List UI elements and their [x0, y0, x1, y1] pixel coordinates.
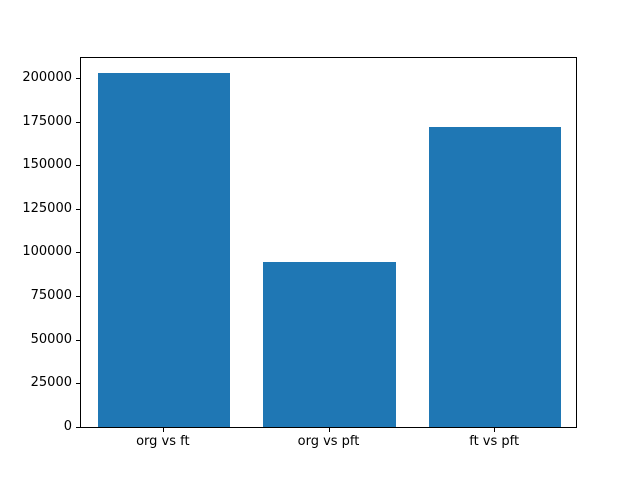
- y-tick-mark: [76, 252, 80, 254]
- bar-ft-vs-pft: [428, 126, 562, 427]
- x-tick-mark: [162, 428, 164, 432]
- y-tick-mark: [76, 121, 80, 123]
- x-tick-mark: [328, 428, 330, 432]
- x-tick-label: ft vs pft: [469, 434, 520, 449]
- y-tick-label: 0: [63, 419, 72, 434]
- plot-area: [80, 57, 577, 428]
- x-tick-mark: [494, 428, 496, 432]
- y-tick-mark: [76, 77, 80, 79]
- y-tick-mark: [76, 339, 80, 341]
- y-tick-mark: [76, 165, 80, 167]
- y-tick-label: 50000: [30, 331, 72, 347]
- bar-org-vs-ft: [97, 72, 231, 427]
- x-tick-label: org vs pft: [297, 434, 360, 449]
- y-tick-label: 200000: [22, 69, 72, 85]
- y-tick-mark: [76, 383, 80, 385]
- y-tick-label: 150000: [22, 157, 72, 173]
- y-tick-label: 25000: [30, 375, 72, 391]
- y-tick-mark: [76, 208, 80, 210]
- y-tick-label: 100000: [22, 244, 72, 260]
- y-tick-mark: [76, 296, 80, 298]
- y-tick-label: 75000: [30, 288, 72, 304]
- y-tick-label: 175000: [22, 113, 72, 129]
- bar-org-vs-pft: [263, 262, 396, 427]
- x-tick-label: org vs ft: [136, 434, 190, 449]
- y-tick-label: 125000: [22, 200, 72, 216]
- y-tick-mark: [76, 427, 80, 428]
